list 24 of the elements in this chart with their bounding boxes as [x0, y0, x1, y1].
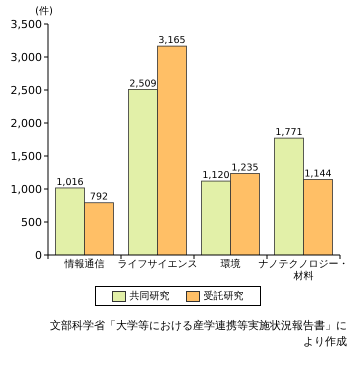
- y-tick-label: 1,500: [10, 150, 42, 163]
- data-label: 1,771: [275, 127, 303, 138]
- data-label: 1,144: [304, 168, 332, 180]
- text: 文部科学省「大学等における産学連携等実施状況報告書」により作成: [49, 318, 347, 350]
- x-tick-label: ライフサイエンス: [116, 259, 198, 271]
- data-label: 792: [90, 192, 108, 203]
- y-tick-label: 500: [21, 216, 42, 229]
- x-tick-label: 環境: [220, 259, 240, 270]
- data-label: 3,165: [158, 35, 186, 46]
- y-tick-label: 2,500: [10, 84, 42, 97]
- data-label: 1,016: [56, 176, 84, 188]
- x-tick-label: ナノテクノロジー・材料: [258, 259, 350, 283]
- x-tick-label: 情報通信: [64, 259, 104, 270]
- legend-label: 受託研究: [202, 291, 244, 302]
- y-tick-label: 3,500: [10, 18, 42, 31]
- legend-label: 共同研究: [128, 291, 170, 302]
- y-tick-label: 0: [35, 249, 42, 262]
- y-axis-title: (件): [35, 6, 53, 17]
- y-tick-label: 2,000: [10, 117, 42, 130]
- data-label: 2,509: [129, 78, 157, 90]
- data-label: 1,235: [231, 162, 259, 174]
- y-tick-label: 3,000: [10, 51, 42, 64]
- data-label: 1,120: [202, 170, 230, 182]
- y-tick-label: 1,000: [10, 183, 42, 196]
